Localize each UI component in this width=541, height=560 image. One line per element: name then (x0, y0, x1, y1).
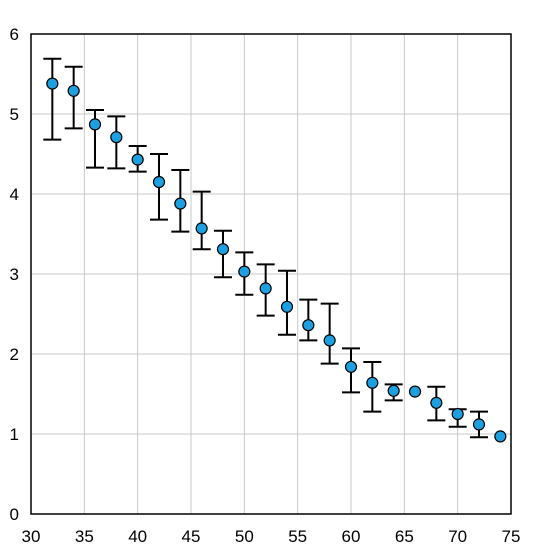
error-bar (320, 302, 339, 365)
data-point (259, 282, 272, 295)
x-tick-label: 75 (502, 527, 521, 546)
data-point (366, 376, 379, 389)
data-point (280, 300, 294, 313)
x-tick-label: 70 (448, 527, 467, 546)
data-point (430, 396, 443, 409)
y-tick-label: 0 (10, 505, 19, 524)
x-tick-label: 45 (182, 527, 201, 546)
error-bar (43, 57, 62, 141)
plot-frame (30, 33, 512, 515)
y-tick-label: 4 (10, 185, 19, 204)
y-tick-label: 6 (10, 25, 19, 44)
data-point (152, 175, 166, 189)
data-point (408, 385, 422, 398)
error-bar (64, 65, 83, 130)
data-point (88, 118, 102, 131)
error-bar (192, 190, 211, 251)
data-point (216, 243, 230, 256)
x-tick-label: 50 (235, 527, 254, 546)
x-tick-label: 65 (395, 527, 414, 546)
y-tick-label: 1 (10, 425, 19, 444)
data-markers (46, 77, 507, 443)
data-point (110, 131, 123, 144)
data-point (323, 334, 336, 347)
y-tick-label: 3 (10, 265, 19, 284)
x-tick-label: 30 (22, 527, 41, 546)
data-point (344, 360, 358, 373)
data-point (174, 197, 187, 210)
data-point (238, 265, 251, 278)
data-point (195, 222, 208, 235)
x-tick-label: 35 (75, 527, 94, 546)
data-point (387, 384, 400, 397)
data-point (67, 84, 80, 97)
data-point (302, 319, 315, 332)
data-point (451, 407, 464, 421)
x-tick-label: 60 (342, 527, 361, 546)
data-point (494, 430, 507, 443)
data-point (472, 418, 486, 431)
x-tick-label: 55 (288, 527, 307, 546)
y-axis-ticks: 0 1 2 3 4 5 6 (10, 25, 19, 524)
data-point (46, 77, 59, 90)
x-axis-ticks: 30 35 40 45 50 55 60 65 70 75 (22, 527, 521, 546)
x-tick-label: 40 (128, 527, 147, 546)
data-point (131, 153, 144, 166)
y-tick-label: 2 (10, 345, 19, 364)
y-tick-label: 5 (10, 105, 19, 124)
